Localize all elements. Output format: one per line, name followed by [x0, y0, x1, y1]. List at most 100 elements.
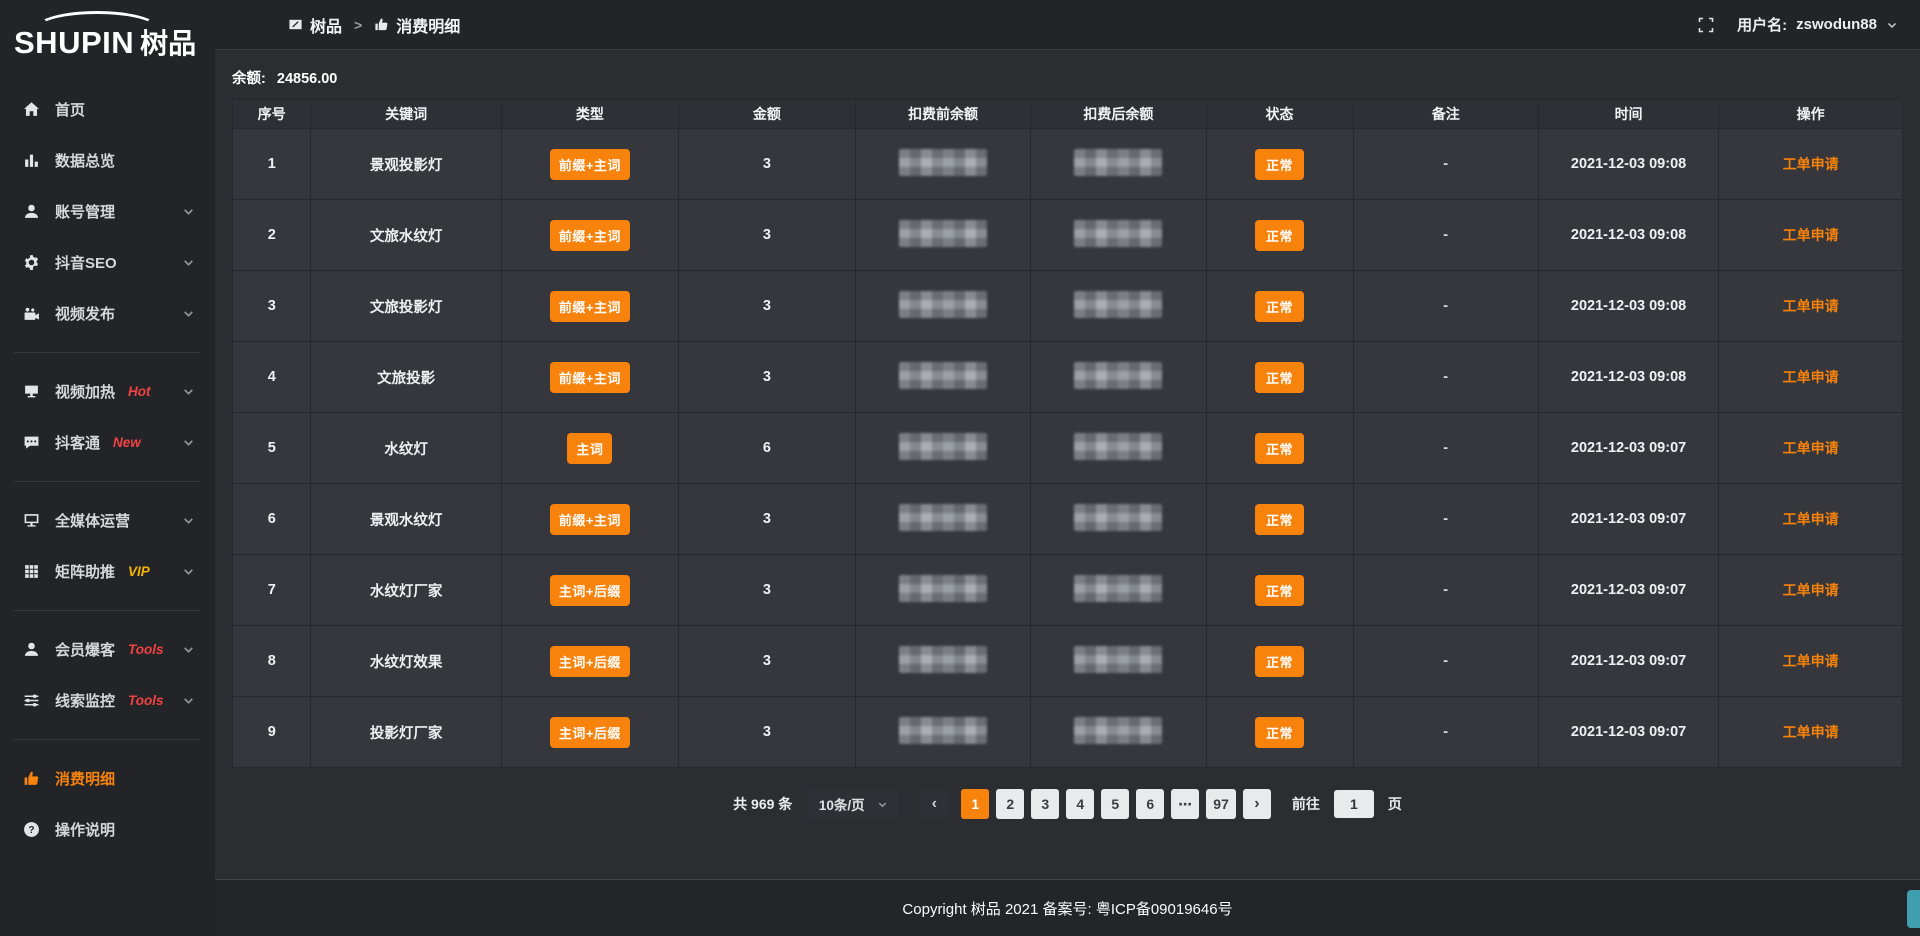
- prev-page-button[interactable]: ‹: [920, 789, 949, 819]
- cell-remark: -: [1352, 412, 1539, 484]
- cell-status: 正常: [1205, 696, 1354, 768]
- cell-action: 工单申请: [1718, 199, 1903, 271]
- chevron-down-icon[interactable]: [1886, 19, 1898, 31]
- page-ellipsis-button[interactable]: ⋯: [1171, 789, 1200, 819]
- cell-balance-after: [1030, 270, 1207, 342]
- total-count: 共 969 条: [733, 796, 793, 812]
- cell-remark: -: [1352, 341, 1539, 413]
- cell-amount: 3: [677, 554, 856, 626]
- cell-remark: -: [1352, 554, 1539, 626]
- type-badge: 前缀+主词: [549, 148, 630, 180]
- cell-keyword: 水纹灯: [310, 412, 502, 484]
- sidebar-item-clue-monitor[interactable]: 线索监控 Tools: [0, 675, 215, 726]
- status-badge: 正常: [1255, 503, 1305, 535]
- cell-remark: -: [1352, 696, 1539, 768]
- sidebar-item-douyin-seo[interactable]: 抖音SEO: [0, 237, 215, 288]
- sidebar-item-data-overview[interactable]: 数据总览: [0, 135, 215, 186]
- chevron-down-icon: [182, 256, 195, 269]
- cell-seq: 9: [231, 696, 312, 768]
- sidebar-nav: 首页 数据总览 账号管理 抖音SEO 视频发布 视频加热 Hot: [0, 84, 215, 855]
- page-button-6[interactable]: 6: [1136, 789, 1165, 819]
- sidebar-item-member-leads[interactable]: 会员爆客 Tools: [0, 624, 215, 675]
- col-time: 时间: [1537, 99, 1720, 129]
- sidebar-item-label: 操作说明: [55, 822, 116, 839]
- sidebar-item-badge: VIP: [128, 564, 150, 579]
- sidebar-item-home[interactable]: 首页: [0, 84, 215, 135]
- masked-balance-after: [1074, 645, 1163, 673]
- table-row: 4 文旅投影 前缀+主词 3 正常 - 2021-12-03 09:08 工单申…: [231, 341, 1903, 413]
- main-column: 树品 > 消费明细 用户名: zswodun88: [215, 0, 1920, 936]
- work-order-link[interactable]: 工单申请: [1782, 156, 1839, 172]
- work-order-link[interactable]: 工单申请: [1782, 369, 1839, 385]
- sidebar-item-account-management[interactable]: 账号管理: [0, 186, 215, 237]
- page-size-select[interactable]: 10条/页: [807, 789, 900, 819]
- fullscreen-icon[interactable]: [1698, 17, 1714, 33]
- breadcrumb: 树品 > 消费明细: [288, 13, 460, 37]
- cell-time: 2021-12-03 09:08: [1537, 199, 1720, 271]
- status-badge: 正常: [1255, 432, 1305, 464]
- sidebar-item-instructions[interactable]: ? 操作说明: [0, 804, 215, 855]
- page-button-97[interactable]: 97: [1206, 789, 1236, 819]
- sidebar-item-video-heat[interactable]: 视频加热 Hot: [0, 366, 215, 417]
- work-order-link[interactable]: 工单申请: [1782, 298, 1839, 314]
- page-size-value: 10条/页: [818, 798, 865, 813]
- page-button-4[interactable]: 4: [1066, 789, 1095, 819]
- sidebar-item-video-publish[interactable]: 视频发布: [0, 288, 215, 339]
- work-order-link[interactable]: 工单申请: [1782, 227, 1839, 243]
- cell-type: 主词+后缀: [500, 696, 679, 768]
- cell-keyword: 文旅投影: [310, 341, 502, 413]
- username-value[interactable]: zswodun88: [1796, 16, 1877, 33]
- sidebar-item-label: 抖客通: [55, 435, 101, 452]
- cell-time: 2021-12-03 09:07: [1537, 554, 1720, 626]
- user-icon: [23, 203, 40, 220]
- work-order-link[interactable]: 工单申请: [1782, 582, 1839, 598]
- sidebar-item-media-operation[interactable]: 全媒体运营: [0, 495, 215, 546]
- sidebar-item-matrix-boost[interactable]: 矩阵助推 VIP: [0, 546, 215, 597]
- cell-status: 正常: [1205, 625, 1354, 697]
- cell-keyword: 景观投影灯: [310, 128, 502, 200]
- user-solid-icon: [23, 641, 40, 658]
- sidebar-item-badge: Tools: [128, 693, 164, 708]
- sidebar-item-consumption-details[interactable]: 消费明细: [0, 753, 215, 804]
- cell-seq: 3: [231, 270, 312, 342]
- type-badge: 前缀+主词: [549, 219, 630, 251]
- page-button-3[interactable]: 3: [1031, 789, 1060, 819]
- table-row: 2 文旅水纹灯 前缀+主词 3 正常 - 2021-12-03 09:08 工单…: [231, 199, 1903, 271]
- content: 余额: 24856.00 序号 关键词 类型 金额 扣费前余额 扣费: [215, 50, 1920, 879]
- cell-balance-before: [854, 199, 1032, 271]
- type-badge: 前缀+主词: [549, 290, 630, 322]
- balance: 余额: 24856.00: [232, 67, 1903, 88]
- chevron-down-icon: [182, 565, 195, 578]
- copyright-text: Copyright 树品 2021 备案号: 粤ICP备09019646号: [902, 900, 1233, 918]
- col-remark: 备注: [1352, 99, 1539, 129]
- breadcrumb-item-current[interactable]: 消费明细: [374, 13, 460, 37]
- cell-amount: 3: [677, 696, 856, 768]
- next-page-button[interactable]: ›: [1242, 789, 1271, 819]
- sidebar-item-douketong[interactable]: 抖客通 New: [0, 417, 215, 468]
- status-badge: 正常: [1255, 219, 1305, 251]
- sidebar-item-label: 抖音SEO: [55, 255, 117, 272]
- work-order-link[interactable]: 工单申请: [1782, 724, 1839, 740]
- sidebar-item-label: 线索监控: [55, 693, 116, 710]
- breadcrumb-item-home[interactable]: 树品: [288, 13, 342, 37]
- cell-amount: 3: [677, 270, 856, 342]
- cell-status: 正常: [1205, 341, 1354, 413]
- work-order-link[interactable]: 工单申请: [1782, 511, 1839, 527]
- type-badge: 前缀+主词: [549, 361, 630, 393]
- goto-page-input[interactable]: [1333, 790, 1374, 818]
- app-logo[interactable]: SHUPIN 树品: [0, 8, 215, 70]
- masked-balance-after: [1074, 148, 1163, 176]
- sidebar-item-label: 全媒体运营: [55, 513, 131, 530]
- page-button-5[interactable]: 5: [1101, 789, 1130, 819]
- svg-text:?: ?: [28, 825, 34, 836]
- work-order-link[interactable]: 工单申请: [1782, 440, 1839, 456]
- table-row: 1 景观投影灯 前缀+主词 3 正常 - 2021-12-03 09:08 工单…: [231, 128, 1903, 200]
- page-button-2[interactable]: 2: [996, 789, 1025, 819]
- cell-keyword: 景观水纹灯: [310, 483, 502, 555]
- work-order-link[interactable]: 工单申请: [1782, 653, 1839, 669]
- cell-action: 工单申请: [1718, 554, 1903, 626]
- page-button-1[interactable]: 1: [961, 789, 990, 819]
- floating-service-widget[interactable]: [1907, 890, 1920, 928]
- cell-action: 工单申请: [1718, 696, 1903, 768]
- col-balance-before: 扣费前余额: [854, 99, 1032, 129]
